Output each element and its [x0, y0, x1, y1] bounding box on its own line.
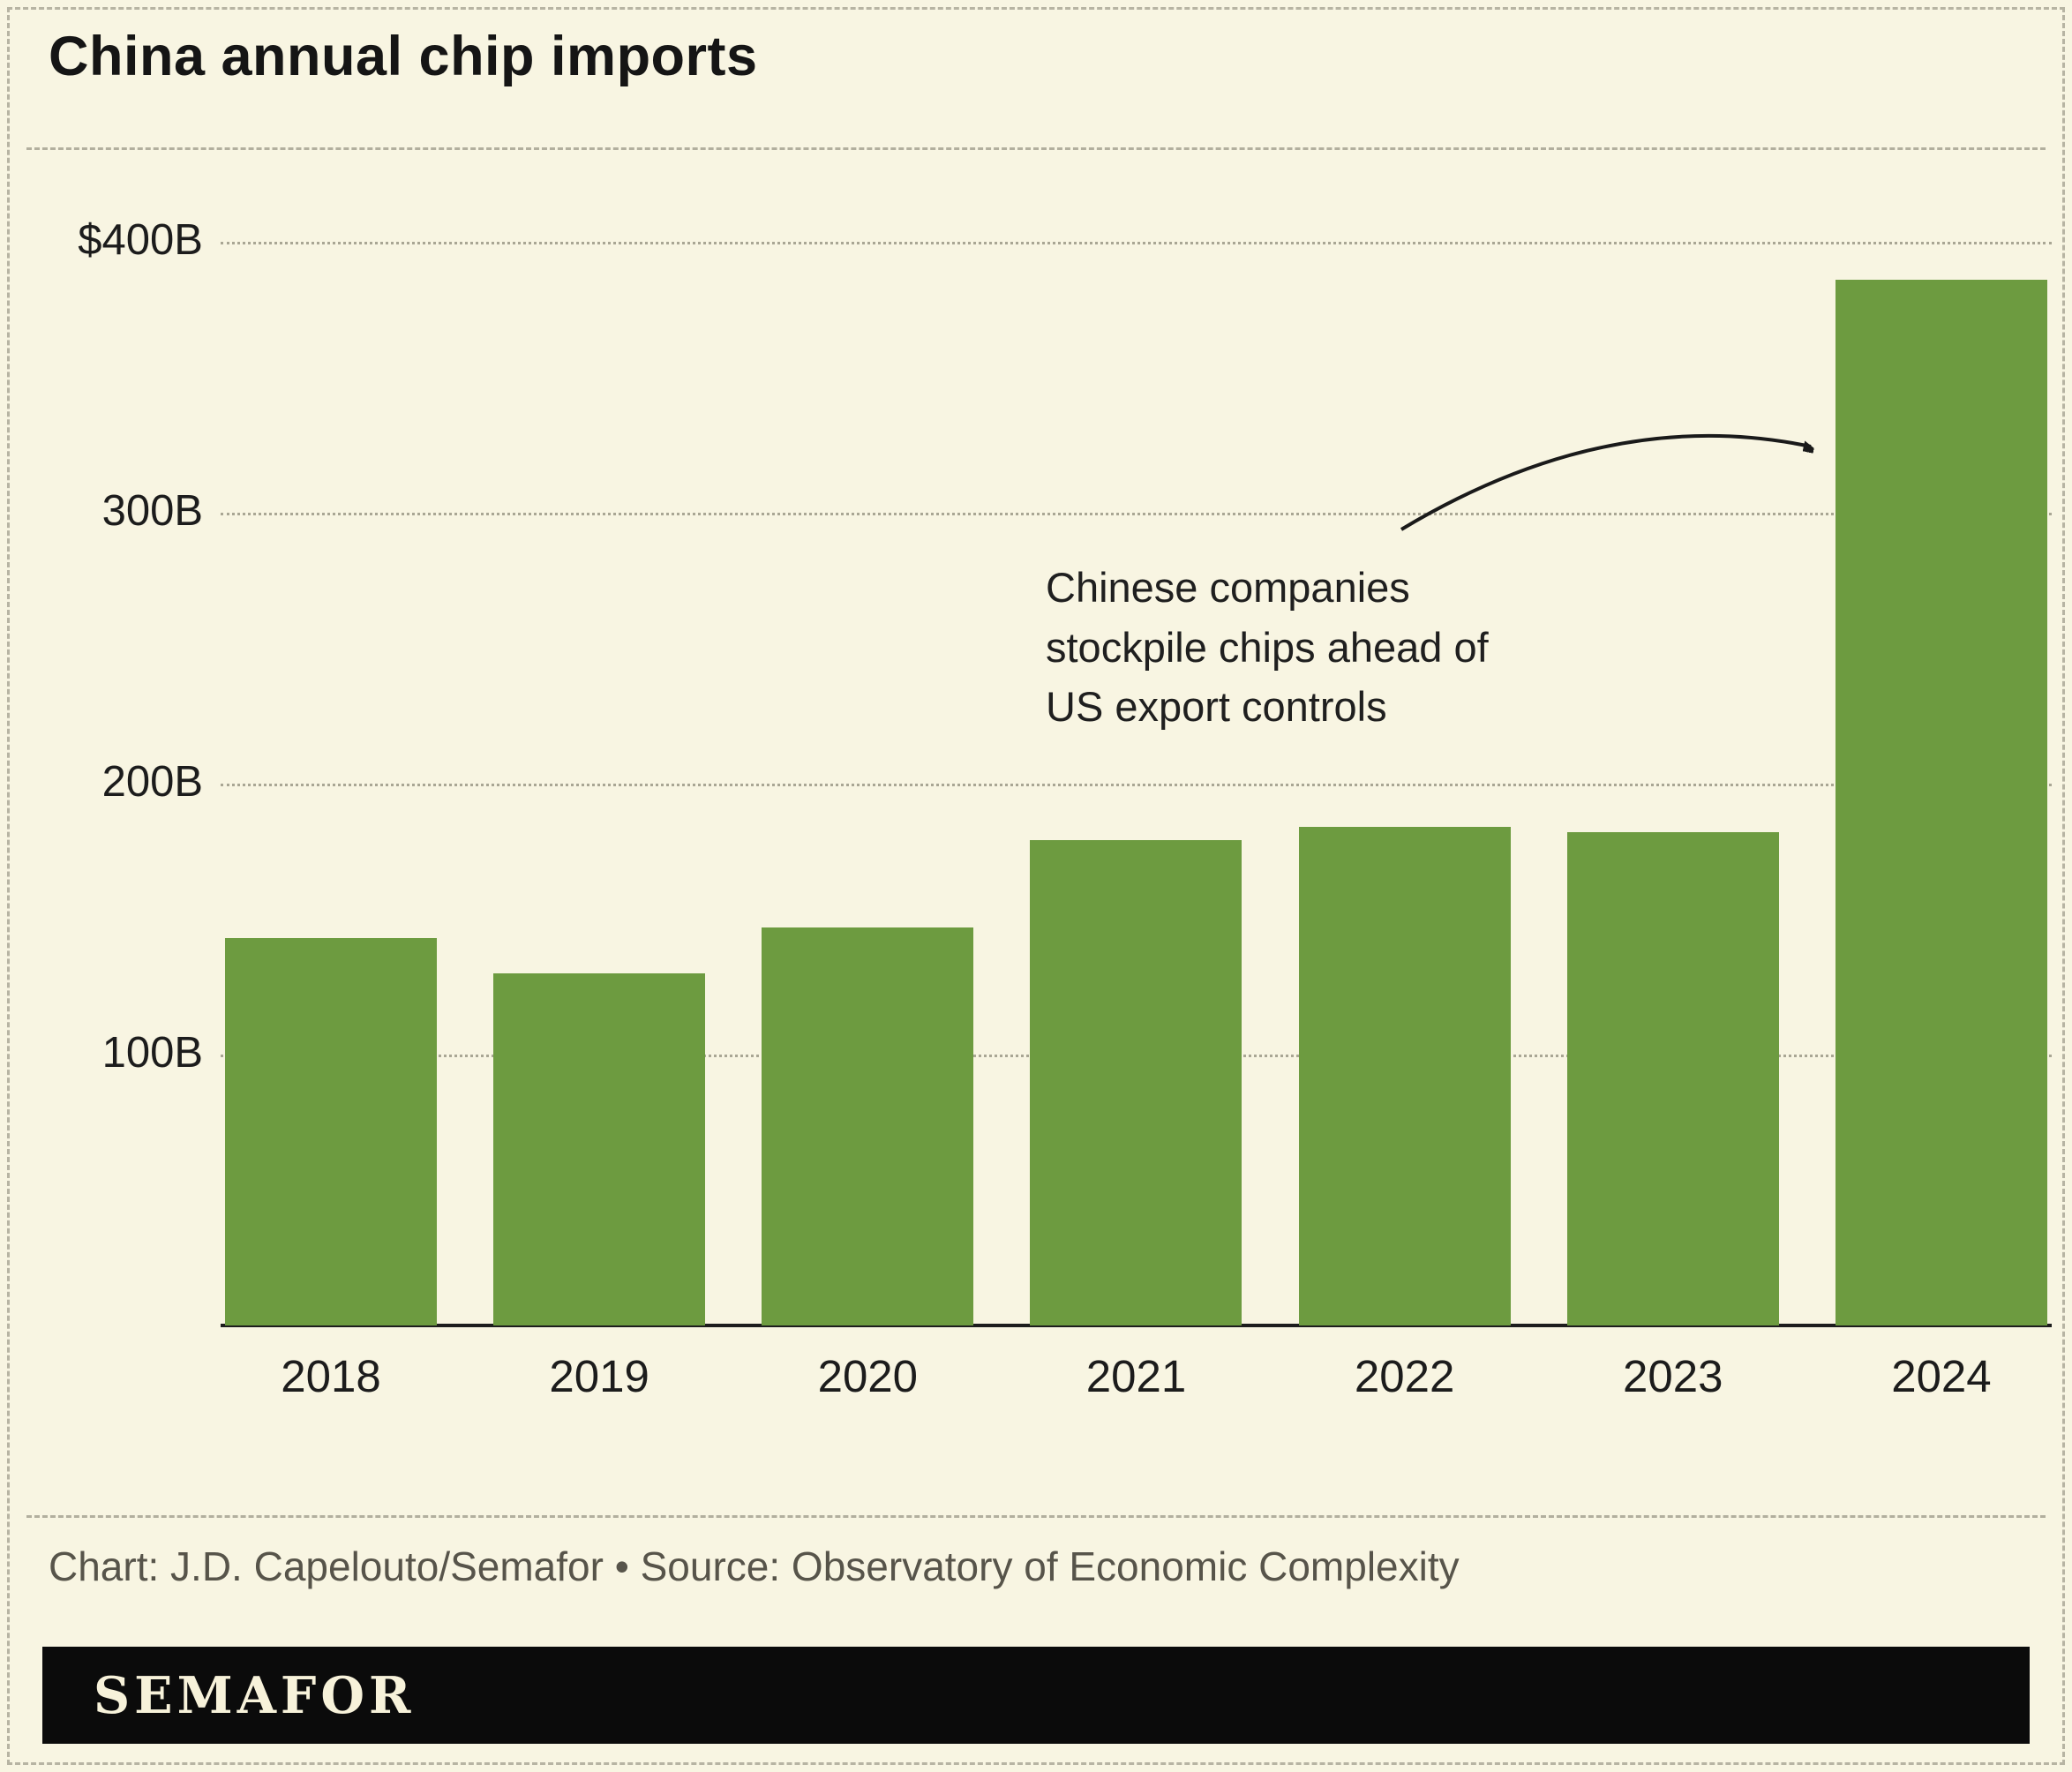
bar-slot-2020: 2020 — [762, 242, 974, 1401]
bar-slot-2022: 2022 — [1298, 242, 1511, 1401]
gridline-400 — [221, 242, 2052, 244]
x-tick-label-2021: 2021 — [1085, 1351, 1187, 1401]
y-tick-label-100: 100B — [101, 1028, 203, 1077]
bar-2024 — [1835, 279, 2047, 1325]
bar-slot-2021: 2021 — [1030, 242, 1242, 1401]
top-separator — [26, 147, 2046, 150]
bar-slot-2018: 2018 — [225, 242, 437, 1401]
bar-2021 — [1030, 840, 1242, 1325]
gridline-300 — [221, 513, 2052, 515]
chart-credit: Chart: J.D. Capelouto/Semafor • Source: … — [49, 1543, 1460, 1589]
y-axis: $400B 300B 200B 100B — [35, 216, 203, 1325]
y-tick-label-200: 200B — [101, 757, 203, 806]
gridline-200 — [221, 784, 2052, 786]
bar-slot-2024: 2024 — [1835, 242, 2047, 1401]
chart-title: China annual chip imports — [49, 26, 758, 87]
bar-2022 — [1298, 827, 1511, 1325]
x-tick-label-2020: 2020 — [817, 1351, 919, 1401]
bars: 2018 2019 2020 2021 2022 2023 2024 — [221, 242, 2052, 1401]
footer-separator — [26, 1515, 2046, 1518]
semafor-logo: SEMAFOR — [94, 1665, 416, 1725]
y-tick-label-300: 300B — [101, 486, 203, 535]
x-tick-label-2022: 2022 — [1354, 1351, 1455, 1401]
annotation-line-3: US export controls — [1046, 683, 1387, 731]
x-tick-label-2018: 2018 — [281, 1351, 381, 1401]
annotation-line-1: Chinese companies — [1046, 564, 1410, 611]
x-tick-label-2024: 2024 — [1891, 1351, 1992, 1401]
bar-2018 — [225, 938, 437, 1325]
bar-2019 — [493, 972, 706, 1325]
x-axis-line — [221, 1324, 2052, 1327]
y-tick-label-400: $400B — [78, 215, 203, 264]
chart-annotation: Chinese companies stockpile chips ahead … — [1046, 558, 1489, 737]
bar-2023 — [1566, 832, 1779, 1325]
x-tick-label-2023: 2023 — [1623, 1351, 1723, 1401]
bar-slot-2019: 2019 — [493, 242, 706, 1401]
bar-slot-2023: 2023 — [1566, 242, 1779, 1401]
semafor-logo-bar: SEMAFOR — [42, 1647, 2030, 1744]
annotation-line-2: stockpile chips ahead of — [1046, 623, 1489, 671]
bar-2020 — [762, 927, 974, 1325]
x-tick-label-2019: 2019 — [549, 1351, 649, 1401]
plot-area: 2018 2019 2020 2021 2022 2023 2024 — [221, 242, 2052, 1401]
